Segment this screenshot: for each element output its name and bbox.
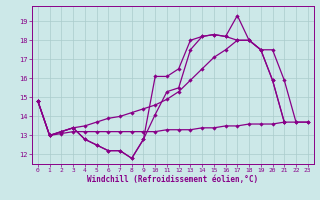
X-axis label: Windchill (Refroidissement éolien,°C): Windchill (Refroidissement éolien,°C) <box>87 175 258 184</box>
